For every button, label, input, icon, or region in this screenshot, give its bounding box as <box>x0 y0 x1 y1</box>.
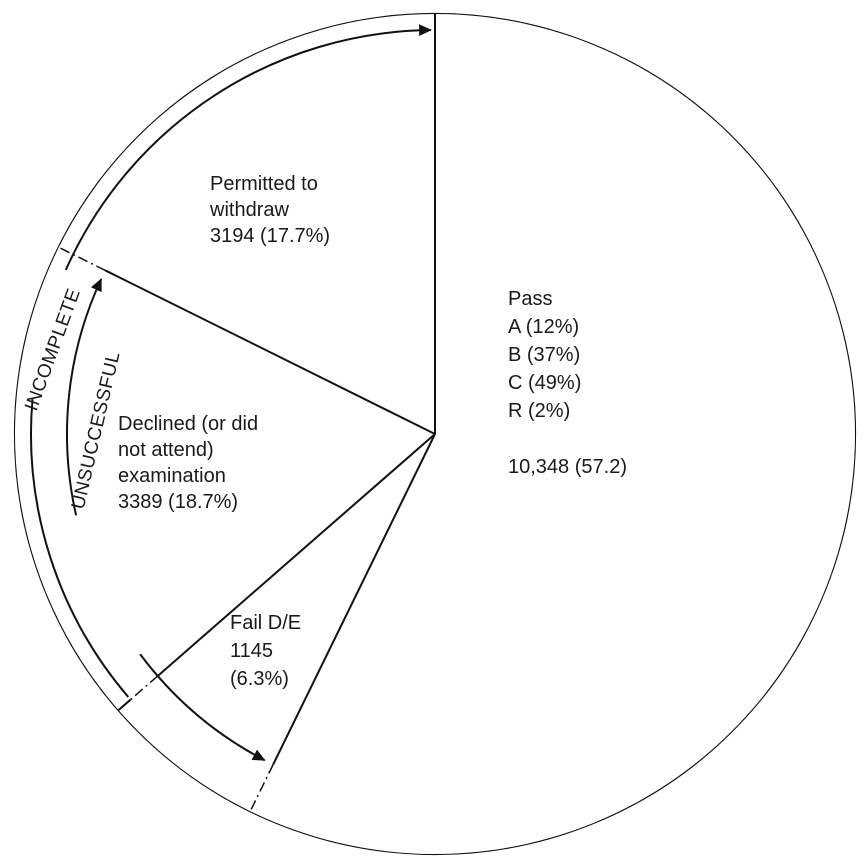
slice-label-line: Fail D/E <box>230 612 301 634</box>
slice-label-line: 3389 (18.7%) <box>118 491 238 513</box>
slice-boundary-dashed <box>249 764 274 812</box>
slice-label-declined: Declined (or did not attend) examination 33… <box>118 413 258 513</box>
slice-label-line: examination <box>118 465 226 487</box>
slice-boundary-dashed <box>130 675 159 701</box>
slice-label-fail: Fail D/E 1145 (6.3%) <box>230 612 301 690</box>
slice-label-line: 3194 (17.7%) <box>210 225 330 247</box>
unsuccessful-arrow-up <box>66 278 103 516</box>
incomplete-arc-lower <box>30 399 130 698</box>
slice-label-line: (6.3%) <box>230 668 289 690</box>
slice-label-line: B (37%) <box>508 344 580 366</box>
slice-label-line: withdraw <box>209 199 289 221</box>
unsuccessful-arrow-down <box>139 653 266 762</box>
slice-pass <box>250 14 855 854</box>
slice-label-line: Declined (or did <box>118 413 258 435</box>
slice-label-line: R (2%) <box>508 400 570 422</box>
slice-label-line: 1145 <box>230 640 273 662</box>
slice-withdraw <box>58 14 435 434</box>
slice-label-withdraw: Permitted to withdraw 3194 (17.7%) <box>209 173 330 247</box>
incomplete-arrow <box>64 24 432 271</box>
slice-fail <box>118 434 435 812</box>
slice-boundary-dashed <box>58 246 106 272</box>
slice-label-line: C (49%) <box>508 372 581 394</box>
slice-label-line: A (12%) <box>508 316 579 338</box>
slice-label-line: not attend) <box>118 439 214 461</box>
slice-label-line: 10,348 (57.2) <box>508 456 627 478</box>
slice-label-line: Permitted to <box>210 173 318 195</box>
slice-label-line: Pass <box>508 288 552 310</box>
slice-declined <box>14 247 436 711</box>
slice-boundary <box>104 269 436 435</box>
slice-boundary <box>272 433 436 765</box>
slice-label-pass: Pass A (12%) B (37%) C (49%) R (2%) 10,348 (5… <box>508 288 627 478</box>
slice-boundary <box>157 433 436 677</box>
band-end-tick <box>117 698 132 711</box>
